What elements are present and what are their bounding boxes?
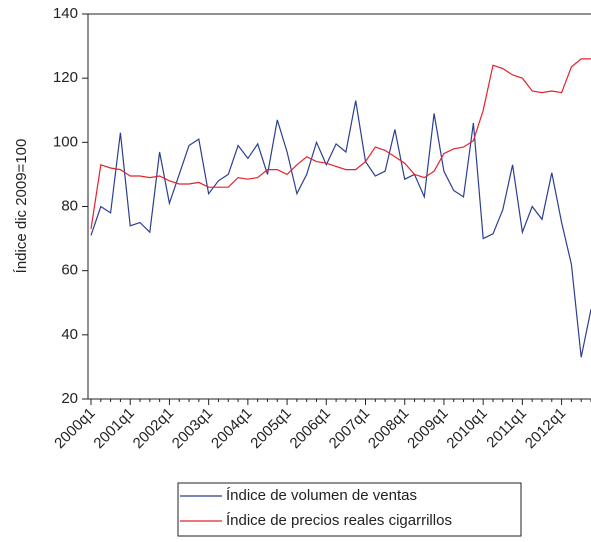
x-tick-label: 2000q1 bbox=[51, 405, 98, 452]
x-tick-label: 2001q1 bbox=[90, 405, 137, 452]
x-tick-label: 2003q1 bbox=[169, 405, 216, 452]
legend-label: Índice de volumen de ventas bbox=[226, 487, 417, 504]
x-tick-label: 2011q1 bbox=[483, 405, 530, 452]
y-tick-label: 60 bbox=[61, 262, 78, 279]
x-tick-label: 2008q1 bbox=[365, 405, 412, 452]
x-tick-label: 2010q1 bbox=[443, 405, 490, 452]
y-tick-label: 40 bbox=[61, 326, 78, 343]
x-tick-label: 2004q1 bbox=[208, 405, 255, 452]
y-tick-label: 80 bbox=[61, 197, 78, 214]
y-tick-label: 100 bbox=[53, 133, 78, 150]
x-tick-label: 2002q1 bbox=[130, 405, 177, 452]
y-tick-label: 120 bbox=[53, 69, 78, 86]
x-tick-label: 2012q1 bbox=[522, 405, 569, 452]
series-line bbox=[90, 58, 591, 230]
x-tick-label: 2009q1 bbox=[404, 405, 451, 452]
x-tick-label: 2006q1 bbox=[287, 405, 334, 452]
legend-label: Índice de precios reales cigarrillos bbox=[226, 512, 452, 529]
y-axis-label: Índice dic 2009=100 bbox=[13, 139, 30, 274]
legend-box bbox=[177, 482, 522, 537]
series-line bbox=[90, 100, 591, 358]
x-tick-label: 2007q1 bbox=[326, 405, 373, 452]
y-tick-label: 140 bbox=[53, 5, 78, 22]
x-tick-label: 2005q1 bbox=[247, 405, 294, 452]
y-tick-label: 20 bbox=[61, 390, 78, 407]
